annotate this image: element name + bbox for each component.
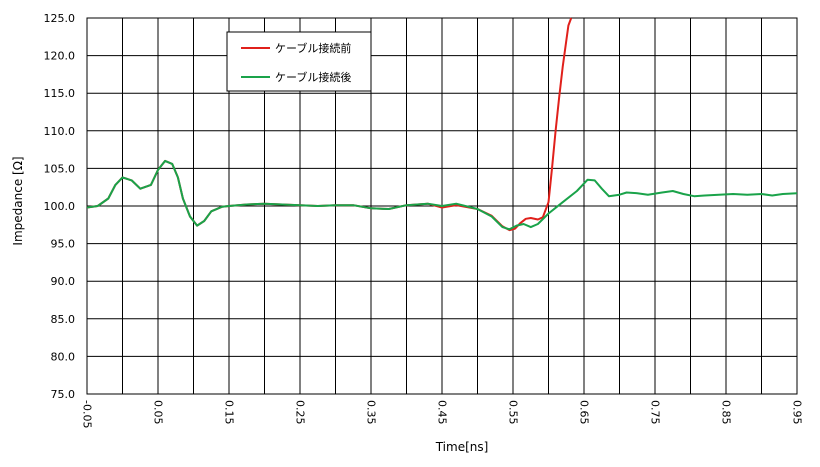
x-axis-title: Time[ns] bbox=[435, 440, 489, 454]
x-tick-label: 0.05 bbox=[152, 400, 165, 425]
legend-label-after: ケーブル接続後 bbox=[275, 70, 351, 84]
x-tick-label: 0.65 bbox=[578, 400, 591, 425]
x-tick-label: 0.45 bbox=[436, 400, 449, 425]
y-tick-label: 125.0 bbox=[44, 12, 76, 25]
y-tick-label: 85.0 bbox=[51, 313, 76, 326]
y-tick-label: 105.0 bbox=[44, 162, 76, 175]
y-tick-label: 115.0 bbox=[44, 87, 76, 100]
x-tick-label: 0.25 bbox=[294, 400, 307, 425]
data-series bbox=[86, 17, 798, 232]
legend: ケーブル接続前 ケーブル接続後 bbox=[226, 31, 372, 92]
y-tick-label: 120.0 bbox=[44, 50, 76, 63]
y-tick-label: 75.0 bbox=[51, 388, 76, 401]
x-tick-label: 0.85 bbox=[720, 400, 733, 425]
x-tick-labels: -0.05 0.05 0.15 0.25 0.35 0.45 0.55 0.65 0.75 0.8… bbox=[81, 400, 804, 428]
y-tick-label: 100.0 bbox=[44, 200, 76, 213]
y-tick-label: 95.0 bbox=[51, 238, 76, 251]
y-tick-labels: 75.0 80.0 85.0 90.0 95.0 100.0 105.0 110.0 115.0… bbox=[44, 12, 76, 401]
x-tick-label: 0.15 bbox=[223, 400, 236, 425]
x-tick-label: -0.05 bbox=[81, 400, 94, 428]
x-tick-label: 0.35 bbox=[365, 400, 378, 425]
y-tick-label: 90.0 bbox=[51, 275, 76, 288]
y-tick-label: 110.0 bbox=[44, 125, 76, 138]
y-axis-title: Impedance [Ω] bbox=[11, 156, 25, 245]
x-tick-label: 0.95 bbox=[791, 400, 804, 425]
series-line-after bbox=[86, 159, 798, 231]
x-tick-label: 0.55 bbox=[507, 400, 520, 425]
legend-label-before: ケーブル接続前 bbox=[275, 41, 351, 55]
y-tick-label: 80.0 bbox=[51, 350, 76, 363]
x-tick-label: 0.75 bbox=[649, 400, 662, 425]
legend-box bbox=[226, 31, 372, 92]
